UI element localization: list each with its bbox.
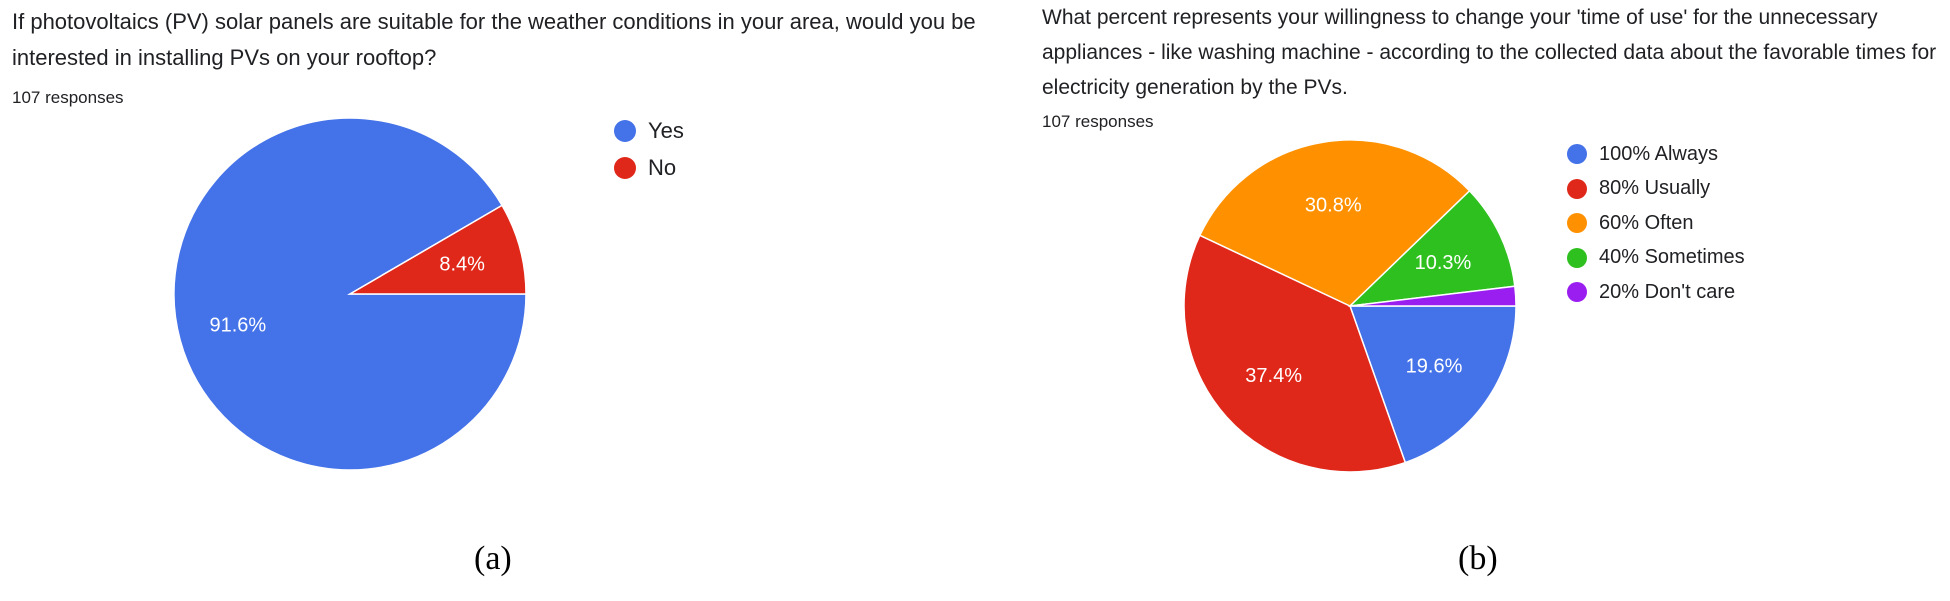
legend-label: 100% Always (1599, 142, 1718, 165)
legend-label: Yes (648, 117, 684, 143)
pie-label-no-a: 8.4% (439, 254, 485, 276)
pie-slice-20-don-t-care-b (1349, 285, 1517, 307)
pie-label-yes-a: 91.6% (210, 314, 267, 336)
pie-label-100-always-b: 19.6% (1406, 355, 1463, 377)
legend-swatch-icon (1567, 247, 1587, 268)
legend-swatch-icon (1567, 144, 1587, 165)
legend-item-yes-a: Yes (614, 112, 684, 149)
legend-item-40-sometimes-b: 40% Sometimes (1567, 241, 1745, 276)
legend-a: Yes No (614, 112, 684, 186)
legend-b: 100% Always 80% Usually 60% Often 40% Somet… (1567, 137, 1745, 310)
legend-item-100-always-b: 100% Always (1567, 137, 1745, 172)
response-count-a: 107 responses (12, 88, 124, 107)
pie-chart-a: 91.6% 8.4% (173, 117, 527, 471)
pie-slice-40-sometimes-b (1347, 189, 1516, 308)
legend-label: 80% Usually (1599, 177, 1711, 200)
chart-panel-b: What percent represents your willingness… (1030, 0, 1950, 601)
legend-label: 40% Sometimes (1599, 246, 1745, 269)
legend-label: 60% Often (1599, 211, 1694, 234)
pie-chart-b: 19.6% 37.4% 30.8% 10.3% (1183, 139, 1517, 473)
legend-item-no-a: No (614, 149, 684, 186)
chart-title-b: What percent represents your willingness… (1042, 6, 1937, 99)
legend-item-80-usually-b: 80% Usually (1567, 172, 1745, 207)
legend-swatch-icon (1567, 213, 1587, 234)
caption-b: (b) (1458, 540, 1498, 577)
pie-label-60-often-b: 30.8% (1305, 194, 1362, 216)
legend-item-20-don-t-care-b: 20% Don't care (1567, 275, 1745, 310)
legend-swatch-icon (1567, 282, 1587, 303)
pie-slice-80-usually-b (1183, 234, 1407, 473)
response-count-b: 107 responses (1042, 112, 1154, 131)
legend-swatch-icon (1567, 178, 1587, 199)
legend-swatch-icon (614, 156, 636, 179)
chart-title-a: If photovoltaics (PV) solar panels are s… (12, 9, 976, 70)
caption-a: (a) (474, 540, 512, 577)
legend-label: No (648, 154, 677, 180)
pie-label-80-usually-b: 37.4% (1245, 365, 1302, 387)
legend-swatch-icon (614, 119, 636, 142)
pie-label-40-sometimes-b: 10.3% (1415, 252, 1472, 274)
pie-slice-60-often-b (1198, 139, 1471, 307)
pie-slice-no-a (347, 204, 527, 295)
chart-panel-a: If photovoltaics (PV) solar panels are s… (12, 9, 976, 577)
legend-label: 20% Don't care (1599, 280, 1736, 303)
legend-item-60-often-b: 60% Often (1567, 206, 1745, 241)
